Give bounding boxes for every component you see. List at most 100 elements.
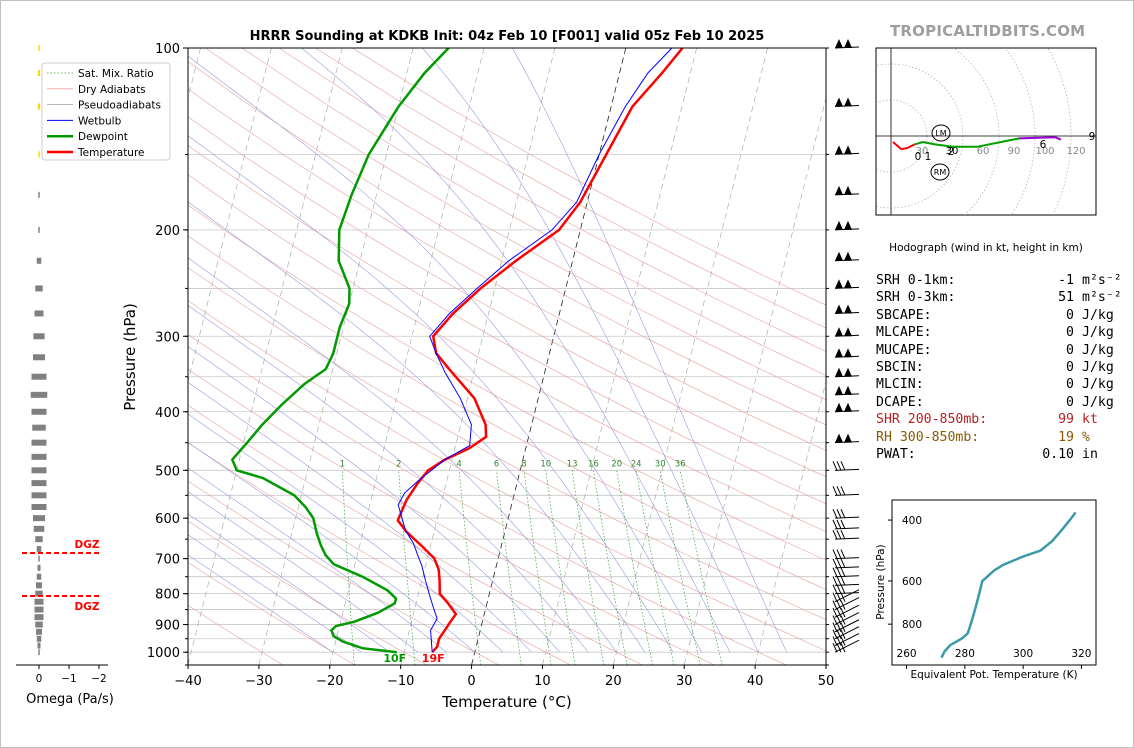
wind-barb [834,619,860,633]
wind-barb-flag [835,279,843,289]
theta-x-tick-label: 300 [1013,648,1033,660]
wind-barb-flag [844,385,852,395]
stat-value: 0 [1066,307,1074,323]
wind-barb [834,612,860,625]
stat-value: -1 [1058,273,1074,288]
omega-bar [38,649,40,656]
storm-motion-label: LM [935,129,946,138]
wind-barb-feather [832,576,838,586]
stat-value: 0 [1066,360,1074,376]
wind-barb [834,493,860,496]
legend-box [41,62,171,161]
pseudoadiabat [188,305,589,653]
mixing-ratio-line [571,470,605,665]
wind-barb-feather [832,519,838,530]
omega-bar [36,582,42,589]
stat-value: 0.10 [1042,447,1074,463]
wind-barb-feather [836,576,842,586]
wind-barb-feather [840,519,846,530]
wind-barb-feather [840,636,846,646]
y-tick-label: 1000 [147,646,180,661]
wind-barb-flag [844,348,852,358]
hodo-height-label: 1 [925,151,932,163]
stat-unit: m²s⁻² [1082,273,1122,288]
dry-adiabat [278,48,826,352]
theta-clip [940,511,1077,659]
x-tick-label: −20 [316,674,343,689]
stat-value: 19 [1058,429,1074,445]
omega-bar [34,598,44,605]
y-tick-label: 800 [155,588,180,603]
omega-bar [33,525,45,532]
hodograph-panel: 30 30 60 90 100 120 0 1 2 6 9 LM RM Hodograph (wind i… [875,47,1097,254]
theta-e-trace [940,511,1077,659]
pseudoadiabat [188,257,617,653]
dry-adiabat [352,48,826,306]
wind-barb [834,575,860,578]
stat-row: DCAPE: 0 J/kg [876,394,1122,411]
pseudoadiabat [188,55,702,653]
wind-barb-flag [835,185,843,195]
x-tick-label: 20 [605,674,622,689]
omega-bar [36,546,42,553]
y-tick-label: 700 [155,553,180,568]
wind-barb-feather [832,529,838,540]
dgz-label: DGZ [75,539,100,551]
dgz-label: DGZ [75,601,100,613]
mixing-ratio-label: 30 [655,459,666,469]
stat-row: MLCIN: 0 J/kg [876,376,1122,393]
stat-label: SRH 0-3km: [876,290,956,306]
x-tick-label: 50 [818,674,835,689]
x-tick-label: 30 [676,674,693,689]
isotherm [754,380,826,665]
wind-barb-feather [832,549,838,559]
omega-bar [33,515,45,522]
mixing-ratio-line [398,470,416,665]
dry-adiabat [188,404,643,665]
theta-frame [891,499,1097,666]
stat-row: SRH 0-3km: 51 m²s⁻² [876,289,1122,306]
surface-temperature-label: 19F [422,652,445,665]
wind-barb-feather [840,629,846,639]
hodo-trace-segment [976,137,1020,148]
wind-barb-feather [840,584,846,594]
wind-barb-flag [844,251,852,261]
pseudoadiabat [188,467,447,653]
stat-row: MUCAPE: 0 J/kg [876,342,1122,359]
hodo-grid: 30 30 60 90 100 120 0 1 2 6 9 LM RM [876,48,1096,215]
y-tick-label: 500 [155,464,180,479]
omega-bar [31,480,47,487]
isotherm [471,48,627,665]
wind-barb-feather [836,549,842,559]
wind-barb-feather [832,622,838,632]
wind-barb-flag [844,145,852,155]
skewt-legend: Sat. Mix. Ratio Dry Adiabats Pseudoadiabat… [41,62,171,161]
theta-y-label: Pressure (hPa) [875,544,887,619]
wind-barb-feather [836,592,842,602]
wind-barb-feather [840,607,846,618]
x-tick-label: −10 [387,674,414,689]
wind-barb-feather [832,642,838,653]
stat-row: RH 300-850mb: 19% [876,429,1122,446]
stat-value: 0 [1066,377,1074,393]
dry-adiabat [188,334,787,665]
mixing-ratio-line [616,470,653,665]
omega-bar [31,453,47,460]
omega-bar [36,635,42,642]
wind-barb-feather [836,615,842,625]
wind-barb [834,592,860,595]
wind-barb-feather [832,607,838,618]
storm-motion-label: RM [934,168,947,177]
mixing-ratio-label: 13 [567,459,578,469]
wind-barb-feather [836,607,842,618]
isotherm [188,48,343,665]
mixing-ratio-line [679,470,723,665]
wind-barb-feather [840,486,846,496]
omega-tick-label: −2 [91,673,106,685]
stat-unit: J/kg [1082,360,1114,376]
x-tick-label: −30 [245,674,272,689]
mixing-ratio-label: 1 [340,459,345,469]
wind-barb-feather [840,549,846,559]
pseudoadiabat [188,346,561,653]
